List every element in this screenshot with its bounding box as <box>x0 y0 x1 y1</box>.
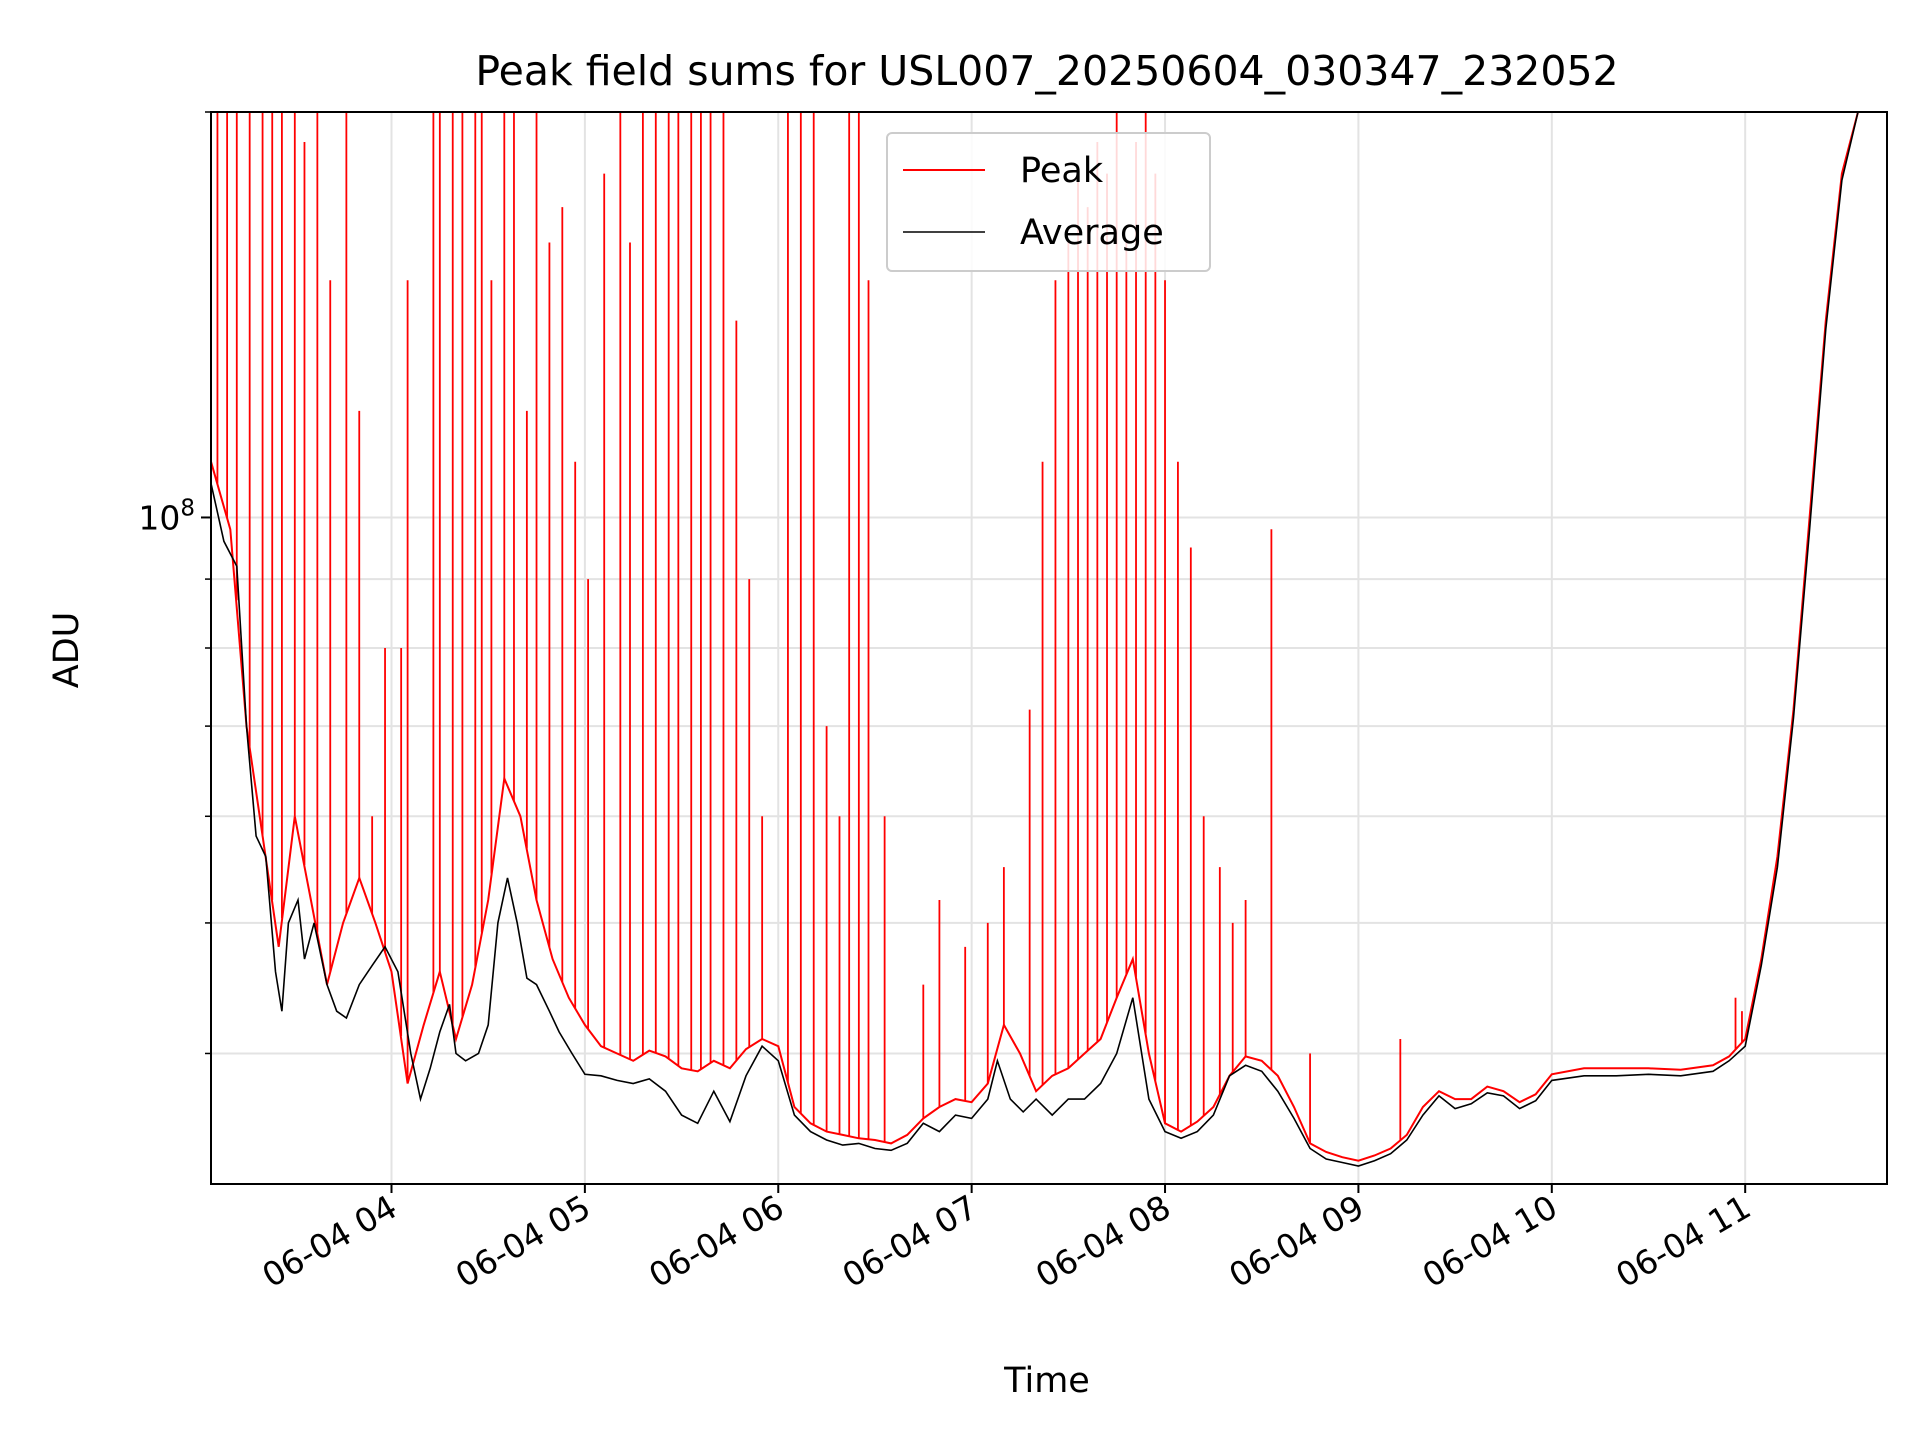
legend: Peak Average <box>886 132 1211 272</box>
series-group <box>211 112 1861 1167</box>
legend-label-average: Average <box>1020 213 1164 253</box>
chart-title: Peak field sums for USL007_20250604_0303… <box>475 47 1618 95</box>
y-axis-title: ADU <box>47 612 87 689</box>
legend-label-peak: Peak <box>1020 151 1104 191</box>
legend-box <box>886 132 1211 272</box>
x-axis-title: Time <box>1003 1361 1090 1401</box>
series-line-average <box>211 112 1860 1167</box>
y-tick-label: 108 <box>138 495 195 537</box>
